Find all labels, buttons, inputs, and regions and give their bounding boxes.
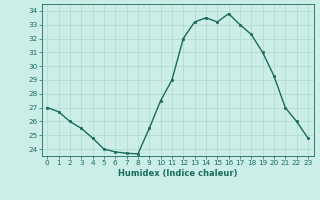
X-axis label: Humidex (Indice chaleur): Humidex (Indice chaleur) bbox=[118, 169, 237, 178]
